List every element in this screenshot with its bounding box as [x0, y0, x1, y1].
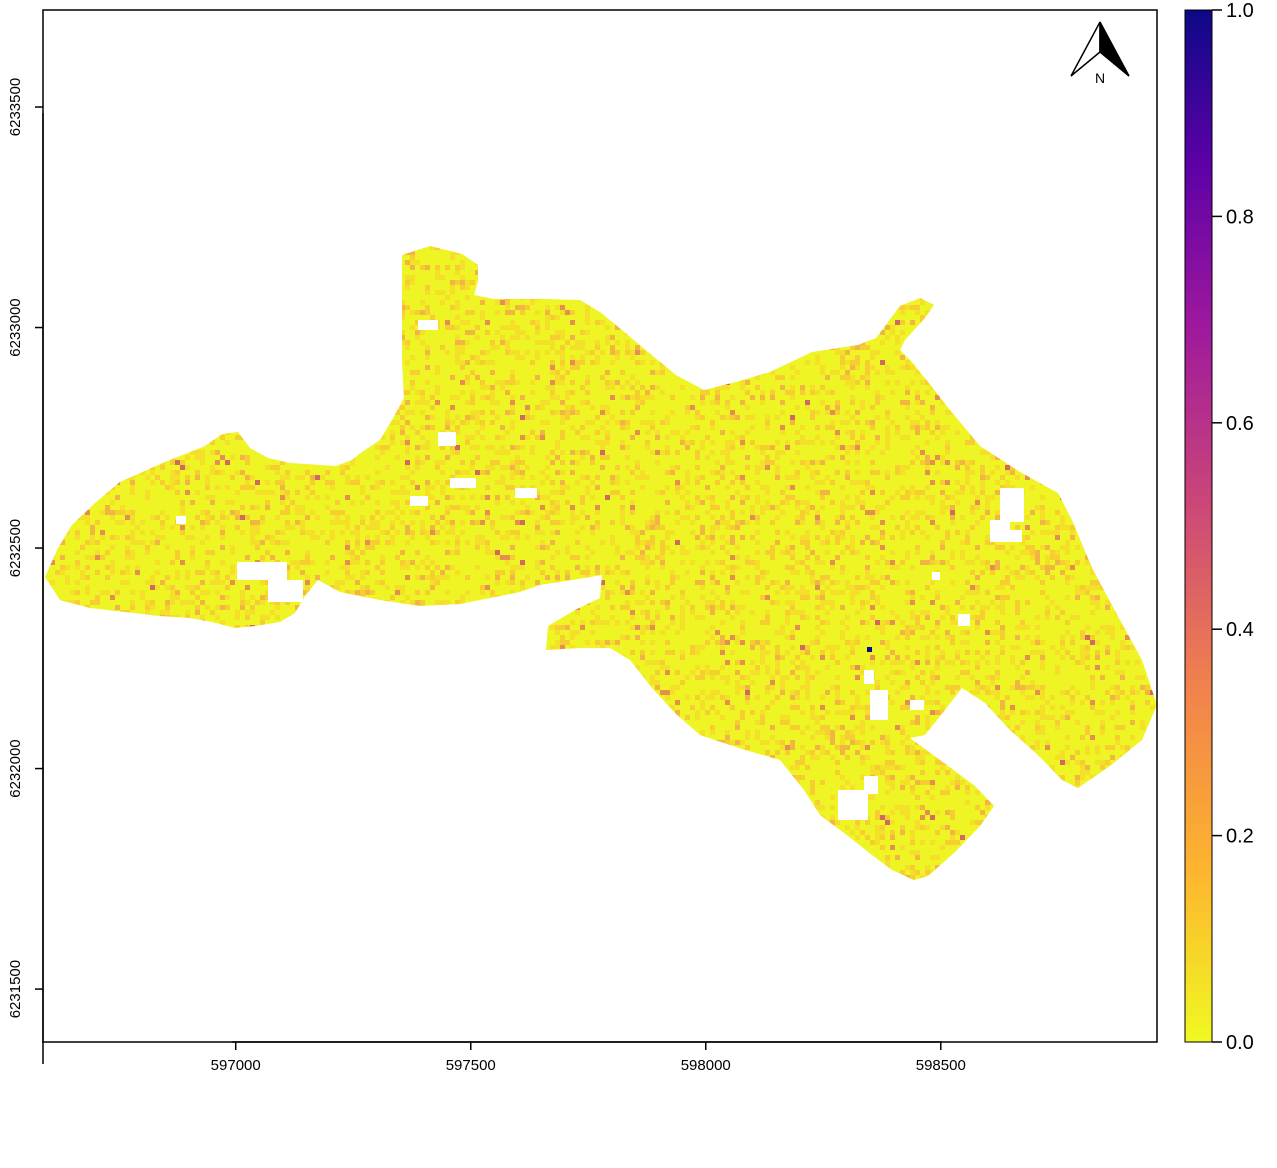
color-legend: 0.0 0.2 0.4 0.6 0.8 1.0	[1184, 0, 1254, 1054]
legend-tick-label: 0.4	[1226, 619, 1254, 641]
x-tick-label: 598500	[916, 1057, 966, 1074]
legend-tick-label: 1.0	[1226, 0, 1254, 22]
raster-nodata-holes	[176, 320, 1024, 820]
legend-tick-label: 0.6	[1226, 413, 1254, 435]
legend-tick-label: 0.2	[1226, 826, 1254, 848]
x-axis: 597000 597500 598000 598500	[211, 1041, 966, 1074]
y-axis: 6231500 6232000 6232500 6233000 6233500	[7, 78, 44, 1064]
raster-high-value-cell	[867, 647, 872, 652]
y-tick-label: 6233000	[7, 298, 24, 356]
raster-surface	[45, 246, 1157, 880]
x-tick-label: 597500	[446, 1057, 496, 1074]
x-tick-label: 598000	[681, 1057, 731, 1074]
north-label: N	[1095, 70, 1105, 86]
x-tick-label: 597000	[211, 1057, 261, 1074]
y-tick-label: 6231500	[7, 960, 24, 1018]
legend-tick-label: 0.0	[1226, 1032, 1254, 1054]
raster-region	[45, 246, 1157, 880]
y-tick-label: 6232500	[7, 519, 24, 577]
legend-tick-label: 0.8	[1226, 206, 1254, 228]
legend-colorbar	[1184, 9, 1213, 1043]
y-tick-label: 6233500	[7, 78, 24, 136]
north-arrow: N	[1070, 21, 1130, 86]
y-tick-label: 6232000	[7, 739, 24, 797]
